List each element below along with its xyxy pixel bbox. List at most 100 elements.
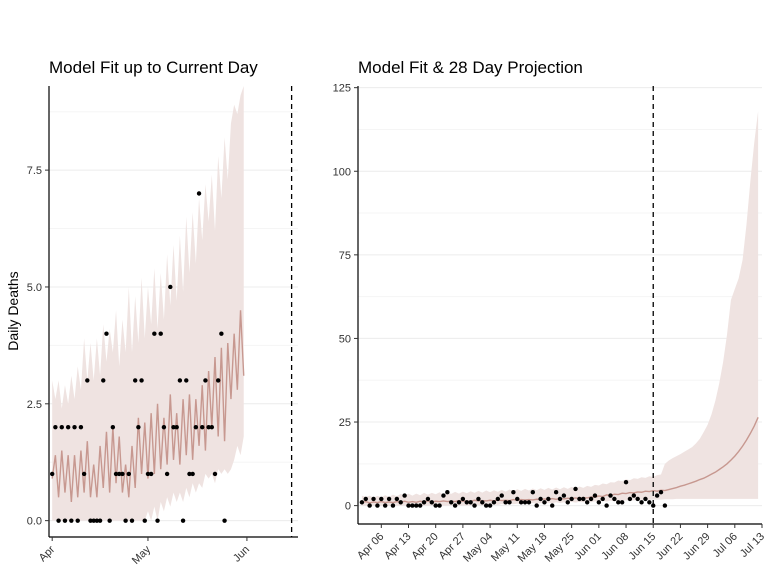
right-panel-observed-point (550, 503, 555, 508)
right-panel-observed-point (359, 500, 365, 505)
right-panel-observed-point (421, 500, 427, 505)
left-panel-observed-point (174, 424, 179, 430)
left-panel-observed-point (59, 424, 64, 430)
left-panel-observed-point (132, 378, 138, 383)
left-panel-y-axis-label: Daily Deaths (5, 271, 21, 350)
left-panel-observed-point (104, 331, 109, 336)
left-panel-observed-point (190, 471, 195, 477)
right-panel-observed-point (429, 500, 435, 505)
left-panel-observed-point (200, 424, 205, 430)
right-panel-x-tick-label: May 18 (516, 531, 550, 565)
right-panel-observed-point (546, 496, 551, 502)
right-panel-observed-point (584, 500, 590, 505)
right-panel-observed-point (363, 496, 368, 502)
right-panel-observed-point (522, 500, 528, 505)
right-panel-observed-point (503, 500, 508, 505)
left-panel-observed-point (209, 424, 215, 430)
left-panel-observed-point (145, 471, 151, 477)
left-panel-observed-point (97, 518, 103, 523)
right-panel-x-tick-label: Apr 13 (382, 531, 413, 562)
right-panel-observed-point (386, 496, 392, 502)
right-panel-observed-point (530, 490, 536, 495)
right-panel-x-tick-label: Jun 29 (681, 531, 713, 563)
right-panel-observed-point (433, 503, 438, 508)
right-panel-x-tick-label: Jun 15 (627, 531, 659, 563)
right-panel-observed-point (573, 486, 578, 492)
left-panel-observed-point (158, 331, 163, 336)
left-panel-observed-point (126, 471, 132, 477)
left-panel-observed-point (56, 518, 61, 523)
right-panel-observed-point (410, 503, 415, 508)
left-panel-observed-point (161, 424, 167, 430)
left-panel-observed-point (62, 518, 68, 523)
right-panel-observed-point (643, 496, 648, 502)
right-panel-title: Model Fit & 28 Day Projection (358, 58, 583, 77)
left-panel-observed-point (72, 424, 77, 430)
right-panel-observed-point (654, 493, 660, 498)
left-panel-observed-point (129, 518, 135, 523)
right-panel-x-tick-label: May 04 (461, 531, 495, 565)
right-panel-observed-point (425, 496, 431, 502)
right-panel-observed-point (542, 500, 547, 505)
right-panel-observed-point (414, 503, 419, 508)
right-panel-observed-point (483, 503, 489, 508)
right-panel-observed-point (441, 493, 446, 498)
right-panel-observed-point (561, 493, 567, 498)
left-panel-observed-point (81, 471, 87, 477)
left-panel-observed-point (120, 471, 125, 477)
right-panel-observed-point (382, 503, 388, 508)
right-panel-observed-point (651, 503, 656, 508)
right-panel-observed-point (468, 500, 473, 505)
right-panel-observed-point (534, 503, 539, 508)
right-panel-observed-point (456, 500, 462, 505)
left-panel-observed-point (212, 471, 218, 477)
right-panel-observed-point (588, 496, 594, 502)
right-panel-observed-point (375, 503, 380, 508)
left-panel-title: Model Fit up to Current Day (49, 58, 258, 77)
right-panel-observed-point (627, 496, 633, 502)
right-panel-observed-point (596, 500, 602, 505)
left-panel-observed-point (117, 471, 122, 477)
right-panel-observed-point (526, 500, 532, 505)
left-panel-observed-point (139, 378, 144, 383)
left-panel-y-tick-label: 5.0 (27, 282, 42, 294)
right-panel-observed-point (487, 503, 493, 508)
left-panel-observed-point (78, 424, 84, 430)
left-panel-observed-point (69, 518, 74, 523)
right-panel-observed-point (379, 496, 384, 502)
right-panel-x-tick-label: May 25 (543, 531, 577, 565)
left-panel-observed-point (177, 378, 183, 383)
left-panel-observed-point (206, 424, 211, 430)
left-panel: Model Fit up to Current Day Daily Deaths… (5, 58, 298, 567)
right-panel-observed-point (417, 503, 423, 508)
left-panel-observed-point (196, 191, 202, 196)
right-panel-x-tick-label: Jun 01 (572, 531, 604, 563)
right-panel-observed-point (406, 503, 411, 508)
right-panel-y-tick-label: 25 (339, 417, 351, 429)
right-panel-observed-point (511, 490, 516, 495)
left-panel-observed-point (91, 518, 96, 523)
left-panel-observed-point (75, 518, 80, 523)
right-panel-observed-point (394, 496, 400, 502)
right-panel-observed-point (658, 490, 664, 495)
right-panel-observed-point (616, 500, 621, 505)
left-panel-observed-point (168, 284, 173, 290)
left-panel-y-tick-label: 2.5 (27, 399, 42, 411)
left-panel-observed-point (184, 378, 189, 383)
right-panel-x-tick-label: Apr 06 (355, 531, 386, 562)
right-panel-credible-ribbon (361, 111, 759, 506)
right-panel-observed-point (371, 496, 376, 502)
right-panel-observed-point (398, 500, 403, 505)
right-panel-observed-point (612, 496, 617, 502)
left-panel-observed-point (187, 471, 192, 477)
left-panel-observed-point (164, 471, 170, 477)
left-panel-observed-point (215, 378, 221, 383)
right-panel-observed-point (608, 493, 613, 498)
right-panel-observed-point (449, 500, 454, 505)
right-panel-observed-point (557, 496, 563, 502)
left-panel-observed-point (222, 518, 227, 523)
right-panel-observed-point (472, 503, 477, 508)
left-panel-observed-point (94, 518, 100, 523)
left-panel-observed-point (152, 331, 157, 336)
